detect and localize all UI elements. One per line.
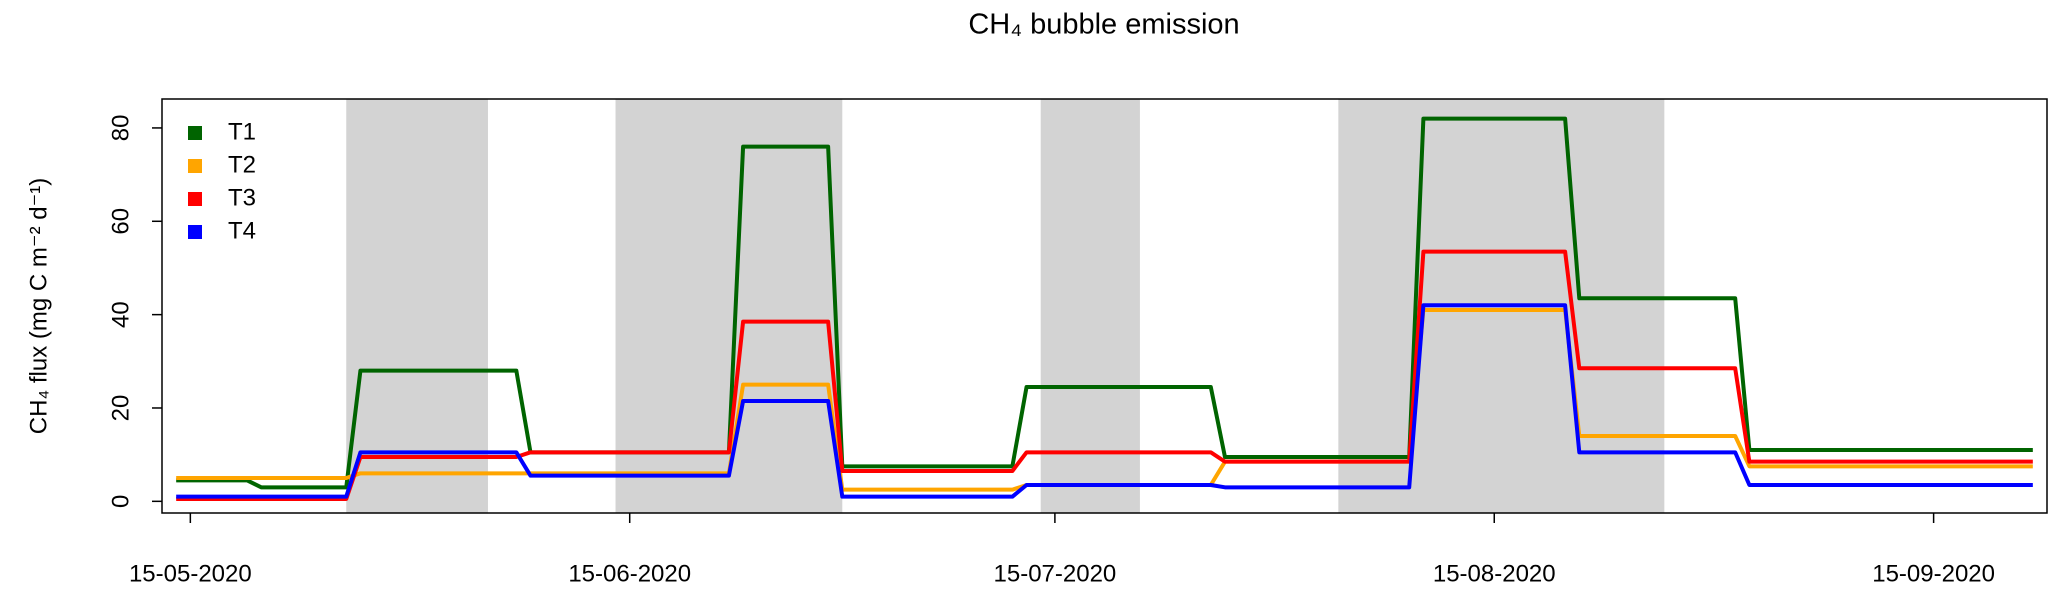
shaded-period bbox=[346, 99, 488, 513]
x-tick-label: 15-08-2020 bbox=[1433, 560, 1556, 587]
legend-swatch bbox=[188, 225, 202, 239]
series-line bbox=[176, 303, 2033, 499]
x-tick-label: 15-07-2020 bbox=[994, 560, 1117, 587]
legend-label: T1 bbox=[228, 118, 256, 145]
x-tick-label: 15-06-2020 bbox=[568, 560, 691, 587]
y-tick-label: 80 bbox=[107, 115, 134, 142]
chart-title: CH₄ bubble emission bbox=[968, 9, 1239, 41]
y-tick-label: 40 bbox=[107, 301, 134, 328]
legend-label: T2 bbox=[228, 151, 256, 178]
legend-label: T4 bbox=[228, 217, 256, 244]
x-tick-label: 15-09-2020 bbox=[1872, 560, 1995, 587]
plot-frame bbox=[161, 98, 2048, 514]
legend-swatch bbox=[188, 192, 202, 206]
y-tick-label: 20 bbox=[107, 395, 134, 422]
legend-swatch bbox=[188, 159, 202, 173]
legend-swatch bbox=[188, 126, 202, 140]
shaded-period bbox=[1040, 99, 1140, 513]
y-tick-label: 60 bbox=[107, 208, 134, 235]
y-tick-label: 0 bbox=[107, 495, 134, 508]
y-axis-label: CH₄ flux (mg C m⁻² d⁻¹) bbox=[25, 178, 52, 434]
x-tick-label: 15-05-2020 bbox=[129, 560, 252, 587]
legend-label: T3 bbox=[228, 184, 256, 211]
series-line bbox=[176, 116, 2033, 490]
